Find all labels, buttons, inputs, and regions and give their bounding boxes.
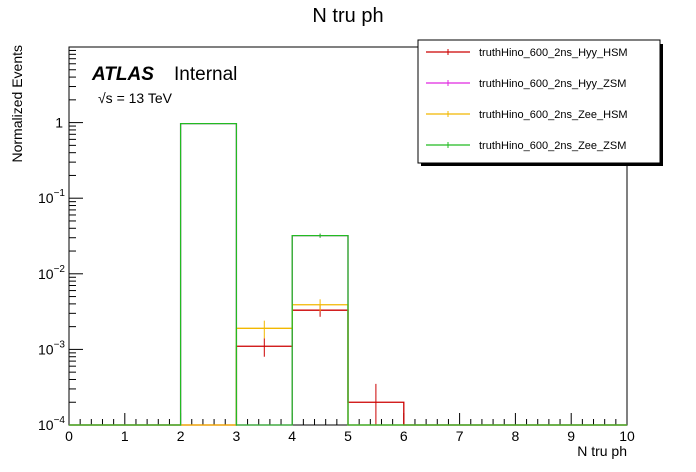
y-tick-label: 1 xyxy=(55,115,63,131)
x-tick-label: 7 xyxy=(456,428,464,444)
x-tick-label: 10 xyxy=(619,428,635,444)
x-tick-label: 4 xyxy=(288,428,296,444)
x-tick-label: 2 xyxy=(177,428,185,444)
legend-entry-label: truthHino_600_2ns_Zee_ZSM xyxy=(479,140,626,152)
x-tick-label: 3 xyxy=(233,428,241,444)
atlas-label: ATLAS xyxy=(91,64,154,85)
atlas-status-label: Internal xyxy=(174,64,237,85)
x-axis-label: N tru ph xyxy=(577,443,627,459)
x-tick-label: 0 xyxy=(65,428,73,444)
y-tick-label: 10−1 xyxy=(38,188,65,206)
legend-entry-label: truthHino_600_2ns_Hyy_HSM xyxy=(479,47,628,59)
x-tick-label: 9 xyxy=(567,428,575,444)
x-tick-label: 5 xyxy=(344,428,352,444)
histogram-series xyxy=(69,122,627,426)
legend-entry-label: truthHino_600_2ns_Zee_HSM xyxy=(479,109,628,121)
x-tick-label: 1 xyxy=(121,428,129,444)
y-tick-label: 10−4 xyxy=(38,415,65,433)
histogram-line xyxy=(69,122,627,426)
y-tick-label: 10−3 xyxy=(38,339,65,357)
x-tick-label: 6 xyxy=(400,428,408,444)
y-tick-label: 10−2 xyxy=(38,264,65,282)
energy-label: √s = 13 TeV xyxy=(98,90,173,106)
chart-title: N tru ph xyxy=(312,5,383,27)
legend-entry-label: truthHino_600_2ns_Hyy_ZSM xyxy=(479,78,626,90)
series-truthHino_600_2ns_Zee_ZSM xyxy=(69,122,627,426)
legend: truthHino_600_2ns_Hyy_HSM truthHino_600_2… xyxy=(417,39,663,166)
x-tick-label: 8 xyxy=(512,428,520,444)
y-axis-label: Normalized Events xyxy=(9,45,25,163)
